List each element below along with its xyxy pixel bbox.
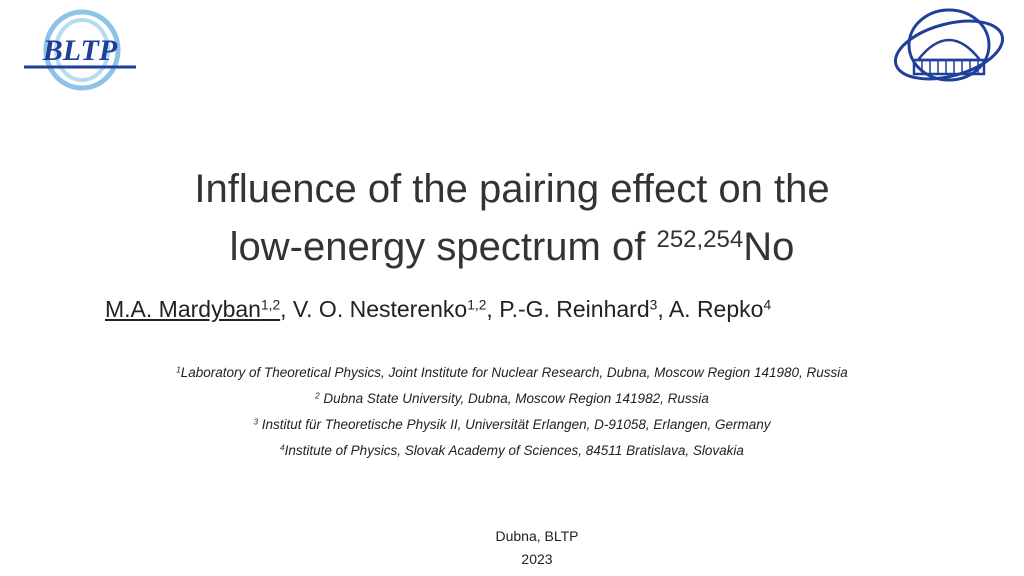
title-line: low-energy spectrum of 252,254No <box>0 218 1024 276</box>
title-superscript: 252,254 <box>656 225 744 253</box>
title: Influence of the pairing effect on the l… <box>0 160 1024 276</box>
affiliation: 3 Institut für Theoretische Physik II, U… <box>0 412 1024 438</box>
author-affiliation: 4 <box>763 297 772 313</box>
affiliation-number: 2 <box>315 391 320 401</box>
author: M.A. Mardyban1,2 <box>105 296 280 322</box>
orbit <box>893 19 1005 81</box>
author-affiliation: 3 <box>649 297 658 313</box>
dome <box>915 38 983 62</box>
author-separator: , <box>657 296 669 322</box>
author-name: P.-G. Reinhard <box>499 296 650 322</box>
author-separator: , <box>486 296 500 322</box>
logo-text: BLTP <box>42 34 118 67</box>
author-name: V. O. Nesterenko <box>292 296 468 322</box>
columns <box>921 60 979 74</box>
author-affiliation: 1,2 <box>467 297 487 313</box>
affiliation-number: 3 <box>253 417 258 427</box>
building <box>912 58 986 76</box>
footer-place: Dubna, BLTP <box>495 528 579 544</box>
affiliation-text: Institute of Physics, Slovak Academy of … <box>284 443 744 458</box>
author-name: A. Repko <box>668 296 764 322</box>
author: P.-G. Reinhard3 <box>499 296 657 322</box>
footer: Dubna, BLTP 2023 <box>0 525 1024 571</box>
title-text: low-energy spectrum of <box>229 225 657 269</box>
orbit <box>907 8 991 82</box>
affiliation: 2 Dubna State University, Dubna, Moscow … <box>0 386 1024 412</box>
footer-year: 2023 <box>521 551 553 567</box>
affiliation-text: Laboratory of Theoretical Physics, Joint… <box>180 365 848 380</box>
affiliation: 4Institute of Physics, Slovak Academy of… <box>0 438 1024 464</box>
logo-ring <box>43 9 121 91</box>
author: A. Repko4 <box>669 296 771 322</box>
affiliation-number: 1 <box>176 365 181 375</box>
logo-ring <box>54 18 110 82</box>
author-name: M.A. Mardyban <box>105 296 261 322</box>
affiliation-text: Institut für Theoretische Physik II, Uni… <box>258 417 771 432</box>
bltp-logo: BLTP <box>24 9 136 91</box>
author-separator: , <box>280 296 293 322</box>
author: V. O. Nesterenko1,2 <box>293 296 486 322</box>
authors: M.A. Mardyban1,2, V. O. Nesterenko1,2, P… <box>105 296 771 323</box>
affiliation-number: 4 <box>280 443 285 453</box>
title-line: Influence of the pairing effect on the <box>194 167 830 211</box>
affiliation-text: Dubna State University, Dubna, Moscow Re… <box>319 391 709 406</box>
affiliations: 1Laboratory of Theoretical Physics, Join… <box>0 360 1024 464</box>
jinr-logo <box>893 8 1005 82</box>
affiliation: 1Laboratory of Theoretical Physics, Join… <box>0 360 1024 386</box>
title-nucleus: No <box>743 225 795 269</box>
author-affiliation: 1,2 <box>260 297 281 313</box>
